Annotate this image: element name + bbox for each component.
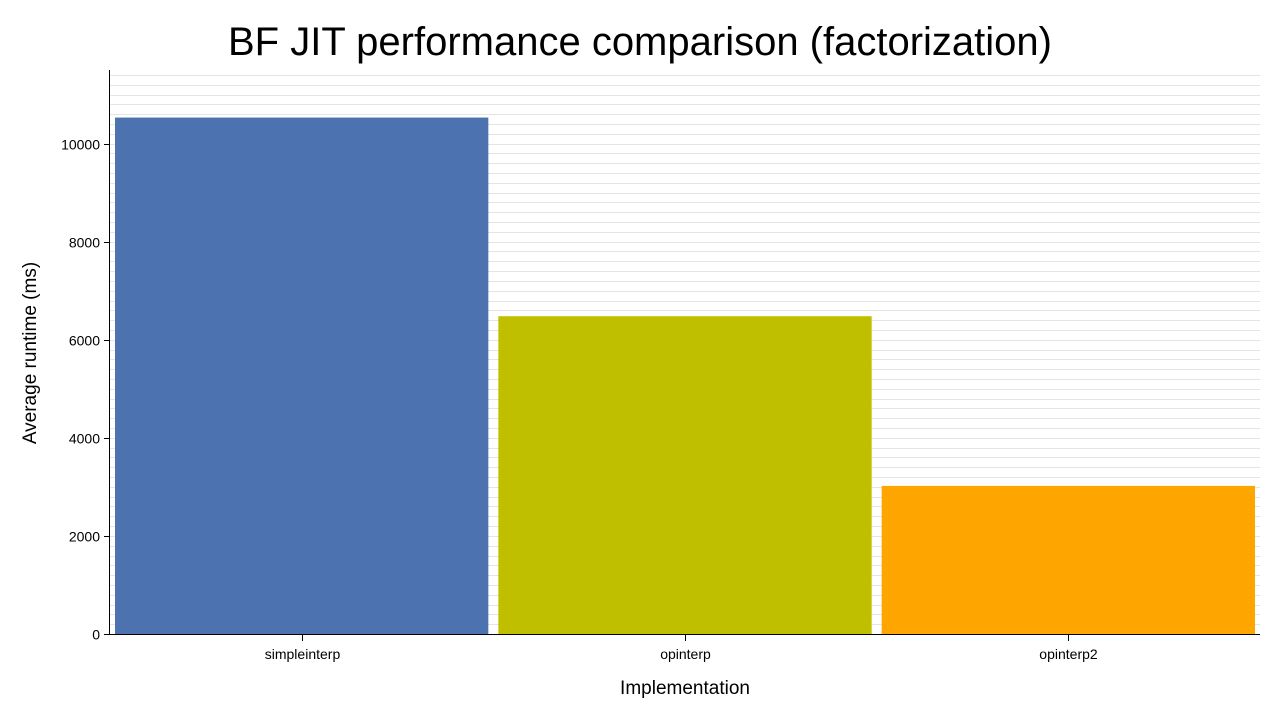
y-tick-label: 10000 bbox=[61, 137, 100, 153]
x-tick-label: opinterp2 bbox=[1039, 646, 1098, 662]
x-tick-label: opinterp bbox=[660, 646, 711, 662]
y-tick-label: 2000 bbox=[69, 529, 100, 545]
y-axis-label: Average runtime (ms) bbox=[20, 261, 41, 445]
y-tick-label: 4000 bbox=[69, 431, 100, 447]
bar-opinterp bbox=[498, 316, 872, 634]
x-axis-label: Implementation bbox=[620, 678, 750, 699]
bar-opinterp2 bbox=[881, 485, 1255, 634]
y-tick-label: 0 bbox=[92, 627, 100, 643]
x-tick-label: simpleinterp bbox=[265, 646, 341, 662]
x-ticks: simpleinterp opinterp opinterp2 bbox=[265, 635, 1098, 662]
y-tick-label: 6000 bbox=[69, 333, 100, 349]
chart-title: BF JIT performance comparison (factoriza… bbox=[227, 20, 1052, 64]
y-ticks: 0 2000 4000 6000 8000 10000 bbox=[61, 137, 109, 643]
bars bbox=[115, 117, 1255, 635]
y-tick-label: 8000 bbox=[69, 235, 100, 251]
axes bbox=[109, 70, 1260, 635]
bar-simpleinterp bbox=[115, 117, 489, 635]
